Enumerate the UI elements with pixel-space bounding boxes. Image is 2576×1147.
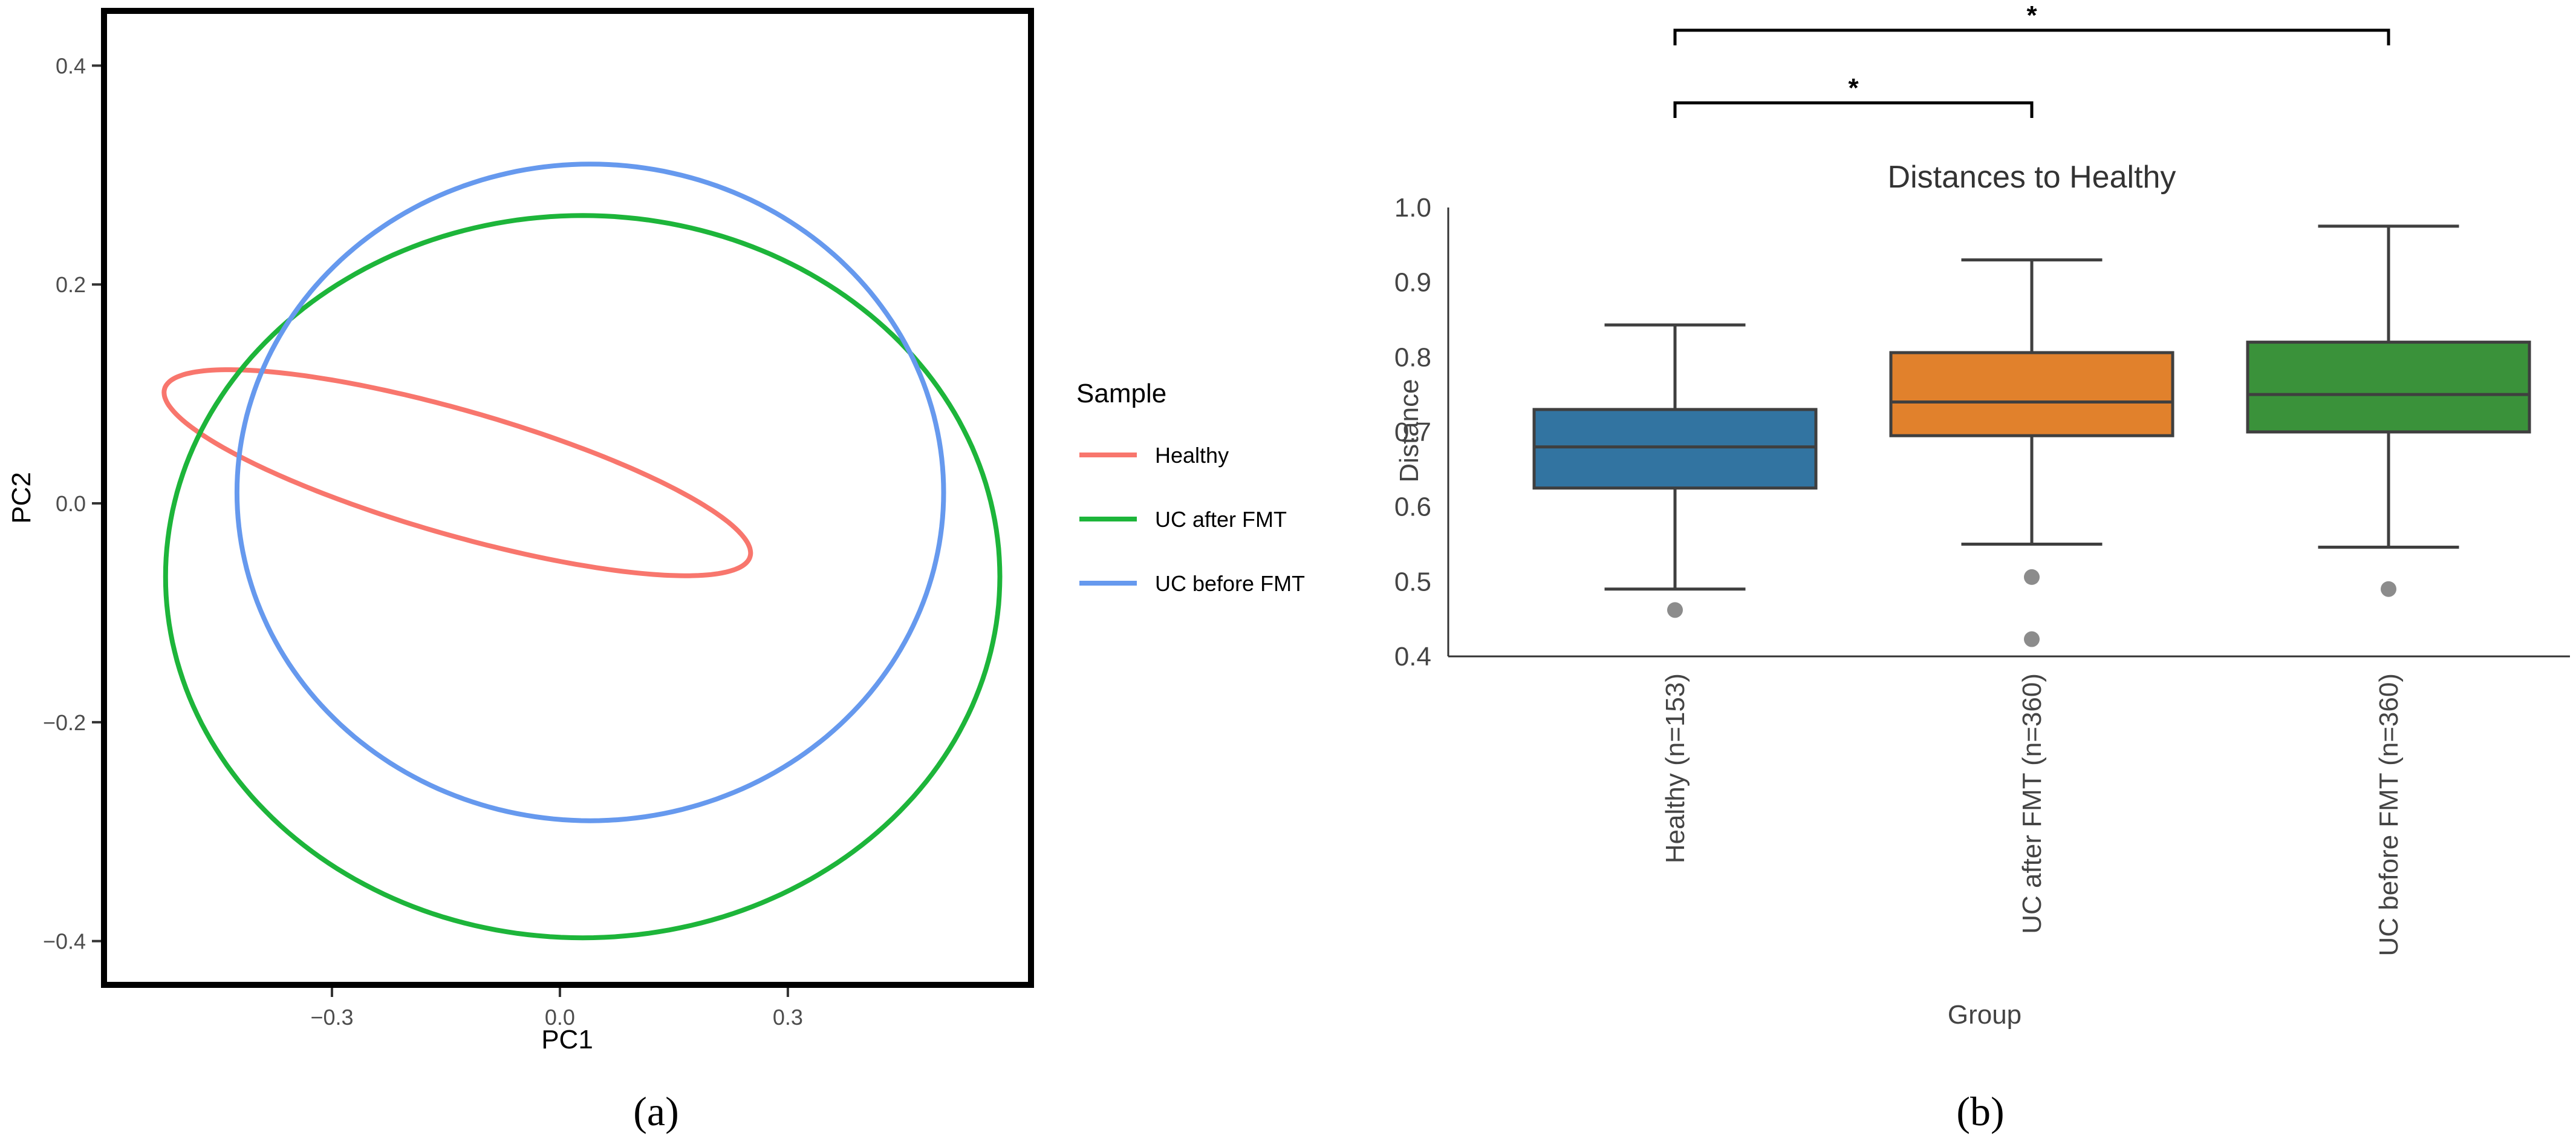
significance-bracket xyxy=(1673,28,2390,45)
iqr-box xyxy=(2246,341,2531,434)
panel-b-x-ticks: Healthy (n=153) UC after FMT (n=360) UC be… xyxy=(1660,673,2404,956)
legend-label: UC after FMT xyxy=(1155,507,1287,532)
ellipse-uc-after-fmt xyxy=(163,213,1003,941)
x-tick-label: UC before FMT (n=360) xyxy=(2374,673,2404,956)
panel-a-y-axis-label: PC2 xyxy=(7,472,36,524)
panel-a-ellipses xyxy=(161,162,1003,941)
box-uc-before-fmt-n-360 xyxy=(2246,224,2531,597)
panel-b-axes: 0.4 0.5 0.6 0.7 0.8 0.9 1.0 xyxy=(1394,193,2570,672)
y-tick-label: 0.6 xyxy=(1394,492,1431,522)
x-tick-label: 0.3 xyxy=(773,1005,803,1030)
panel-b-y-axis-label: Distance xyxy=(1394,379,1424,482)
panel-a-plot-frame xyxy=(101,8,1034,988)
panel-b-label: (b) xyxy=(1956,1088,2004,1134)
legend-label: UC before FMT xyxy=(1155,571,1305,596)
panel-b-title: Distances to Healthy xyxy=(1888,160,2176,195)
y-tick-label: 0.4 xyxy=(56,53,86,78)
panel-a: −0.3 0.0 0.3 −0.4 −0.2 0.0 0.2 0.4 PC1 PC2 Sam… xyxy=(7,8,1305,1134)
y-tick-label: 0.4 xyxy=(1394,642,1431,672)
outlier-point xyxy=(1667,602,1683,618)
panel-a-legend: Sample Healthy UC after FMT UC before FMT xyxy=(1076,379,1305,596)
outlier-point xyxy=(2024,569,2040,585)
panel-a-x-axis-label: PC1 xyxy=(541,1025,593,1054)
outlier-point xyxy=(2381,581,2396,597)
iqr-box xyxy=(1532,408,1818,490)
outlier-point xyxy=(2024,631,2040,647)
y-tick-label: 0.2 xyxy=(56,272,86,297)
box-healthy-n-153 xyxy=(1532,323,1818,618)
ellipse-uc-before-fmt xyxy=(234,162,946,823)
y-tick-label: 0.9 xyxy=(1394,268,1431,298)
panel-a-y-ticks: −0.4 −0.2 0.0 0.2 0.4 xyxy=(43,53,101,954)
y-tick-label: −0.4 xyxy=(43,929,86,954)
box-uc-after-fmt-n-360 xyxy=(1889,258,2174,647)
panel-b-x-axis-label: Group xyxy=(1948,1000,2021,1030)
y-tick-label: 0.5 xyxy=(1394,567,1431,596)
y-tick-label: −0.2 xyxy=(43,710,86,735)
x-tick-label: −0.3 xyxy=(310,1005,353,1030)
panel-a-x-ticks: −0.3 0.0 0.3 xyxy=(310,988,803,1030)
legend-label: Healthy xyxy=(1155,443,1229,468)
y-tick-label: 0.8 xyxy=(1394,342,1431,372)
significance-brackets: ** xyxy=(1673,1,2390,118)
significance-star: * xyxy=(2026,1,2037,30)
x-tick-label: Healthy (n=153) xyxy=(1660,673,1690,863)
x-tick-label: UC after FMT (n=360) xyxy=(2017,673,2047,934)
iqr-box xyxy=(1889,351,2174,437)
x-tick-label: 0.0 xyxy=(545,1005,575,1030)
significance-star: * xyxy=(1848,73,1859,103)
panel-b: Distances to Healthy ** 0.40.50.60.70.80… xyxy=(1394,1,2570,1134)
significance-bracket xyxy=(1673,101,2034,118)
panel-a-label: (a) xyxy=(633,1088,678,1134)
y-tick-label: 1.0 xyxy=(1394,193,1431,223)
legend-title: Sample xyxy=(1076,379,1166,408)
legend-entries: Healthy UC after FMT UC before FMT xyxy=(1079,443,1305,596)
panel-b-boxes xyxy=(1532,224,2531,647)
y-tick-label: 0.0 xyxy=(56,491,86,516)
ellipse-healthy xyxy=(161,367,753,578)
y-tick-label: 0.7 xyxy=(1394,417,1431,447)
